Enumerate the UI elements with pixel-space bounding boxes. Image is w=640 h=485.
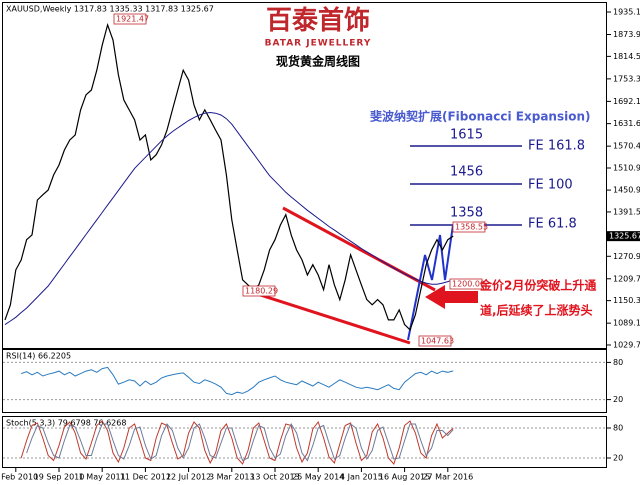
y-tick-label: 1935.10 <box>613 8 640 17</box>
x-tick-label: 22 Jul 2012 <box>166 473 211 482</box>
x-tick-label: 11 Dec 2011 <box>120 473 171 482</box>
y-tick-label: 1089.10 <box>613 319 640 328</box>
y-tick-label: 1873.95 <box>613 30 640 39</box>
y-tick-label: 1270.90 <box>613 252 640 261</box>
y-tick-label: 1391.50 <box>613 207 640 216</box>
y-tick-label: 1570.40 <box>613 142 640 151</box>
annotation: FE 161.8 <box>528 139 585 154</box>
annotation: 1921.47 <box>116 15 149 24</box>
stoch-header: Stoch(5,3,3) 79.6798 76.6268 <box>6 419 126 428</box>
y-tick-label: 1692.10 <box>613 97 640 106</box>
price-label-box <box>452 221 486 233</box>
rsi-panel <box>2 349 607 413</box>
x-tick-label: 16 Aug 2015 <box>379 473 430 482</box>
y-tick-label: 1814.50 <box>613 52 640 61</box>
price-label-box <box>449 278 483 290</box>
x-tick-label: 19 Sep 2010 <box>34 473 85 482</box>
price-label-box <box>418 335 452 347</box>
y-tick-label: 1029.70 <box>613 340 640 349</box>
y-tick-label: 20 <box>613 454 623 463</box>
y-tick-label: 80 <box>613 358 623 367</box>
annotation: 道,后延续了上涨势头 <box>480 303 593 318</box>
last-price-label: 1325.67 <box>609 232 640 241</box>
x-tick-label: 13 Oct 2013 <box>250 473 299 482</box>
x-tick-label: 3 Mar 2013 <box>209 473 255 482</box>
annotation: 金价2月份突破上升通 <box>479 278 596 293</box>
annotation: 1358.55 <box>455 223 488 232</box>
series-line <box>4 22 454 331</box>
main-panel <box>2 2 607 349</box>
annotation: 1047.63 <box>421 337 454 346</box>
annotation: FE 61.8 <box>528 217 577 232</box>
projection-zigzag <box>407 224 454 341</box>
price-label-box <box>113 13 147 25</box>
annotation: 1180.29 <box>245 287 278 296</box>
logo: 百泰首饰 <box>266 5 370 36</box>
arrow <box>425 285 478 309</box>
y-tick-label: 1510.95 <box>613 164 640 173</box>
x-tick-label: 27 Mar 2016 <box>422 473 473 482</box>
series-line <box>20 420 454 465</box>
y-tick-label: 1209.70 <box>613 274 640 283</box>
annotation: 1456 <box>450 165 483 180</box>
annotation: 1358 <box>450 206 483 221</box>
series-line <box>4 111 454 326</box>
y-tick-label: 1753.30 <box>613 74 640 83</box>
y-tick-label: 1631.60 <box>613 119 640 128</box>
x-tick-label: 1 May 2011 <box>79 473 126 482</box>
chart-header: XAUUSD,Weekly 1317.83 1335.33 1317.83 13… <box>6 5 214 14</box>
annotation: FE 100 <box>528 178 573 193</box>
y-tick-label: 20 <box>613 395 623 404</box>
logo-subtitle: BATAR JEWELLERY <box>265 39 372 49</box>
y-tick-label: 1450.90 <box>613 186 640 195</box>
x-tick-label: 25 May 2014 <box>292 473 344 482</box>
price-label-box <box>242 285 276 297</box>
x-tick-label: 4 Jan 2015 <box>340 473 383 482</box>
y-tick-label: 1150.30 <box>613 296 640 305</box>
annotation: 1615 <box>450 128 483 143</box>
annotation: 1200.00 <box>452 280 485 289</box>
series-line <box>26 422 454 462</box>
annotation: 斐波纳契扩展(Fibonacci Expansion) <box>370 109 590 124</box>
last-price-box <box>607 231 640 242</box>
stoch-panel <box>2 416 607 468</box>
trend-line <box>244 288 411 345</box>
rsi-header: RSI(14) 66.2205 <box>6 352 71 361</box>
chart-title: 现货黄金周线图 <box>276 54 360 69</box>
x-tick-label: 7 Feb 2010 <box>0 473 38 482</box>
series-line <box>21 366 454 396</box>
y-tick-label: 80 <box>613 424 623 433</box>
